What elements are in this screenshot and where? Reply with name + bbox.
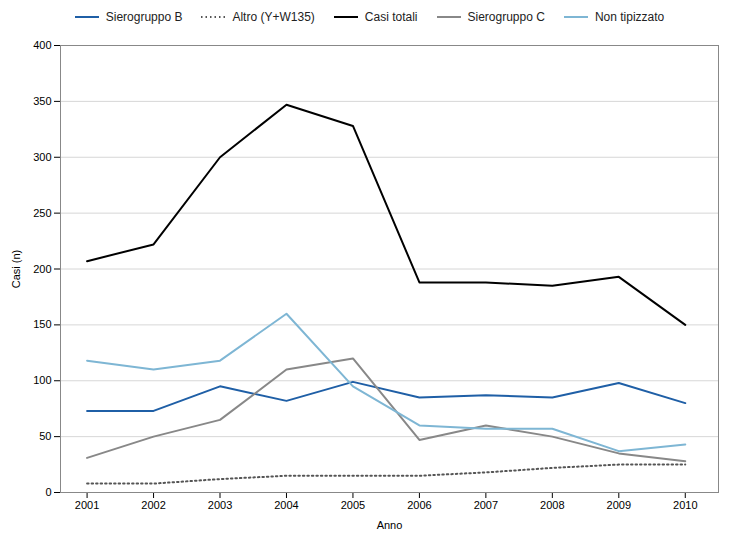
html-text:Sierogruppo B: Sierogruppo B (105, 10, 183, 24)
html-text:Altro (Y+W135): Altro (Y+W135) (232, 10, 315, 24)
svg-text:2010: 2010 (673, 499, 697, 511)
html-text:Non tipizzato: Non tipizzato (594, 10, 665, 24)
svg-text:2006: 2006 (407, 499, 431, 511)
svg-text:0: 0 (45, 486, 51, 498)
svg-text:2007: 2007 (474, 499, 498, 511)
svg-text:100: 100 (33, 374, 51, 386)
svg-text:2002: 2002 (141, 499, 165, 511)
svg-text:350: 350 (33, 95, 51, 107)
html-text:Sierogruppo C: Sierogruppo C (467, 10, 545, 24)
svg-text:2004: 2004 (274, 499, 298, 511)
svg-text:2008: 2008 (540, 499, 564, 511)
svg-text:2005: 2005 (341, 499, 365, 511)
svg-text:250: 250 (33, 207, 51, 219)
svg-text:2009: 2009 (607, 499, 631, 511)
svg-text:300: 300 (33, 151, 51, 163)
svg-text:2001: 2001 (75, 499, 99, 511)
svg-text:2003: 2003 (208, 499, 232, 511)
html-text:Casi totali: Casi totali (364, 10, 418, 24)
svg-text:Anno: Anno (377, 519, 403, 531)
svg-text:400: 400 (33, 39, 51, 51)
svg-text:200: 200 (33, 263, 51, 275)
svg-text:Casi (n): Casi (n) (10, 250, 22, 289)
svg-text:50: 50 (39, 430, 51, 442)
svg-text:150: 150 (33, 318, 51, 330)
